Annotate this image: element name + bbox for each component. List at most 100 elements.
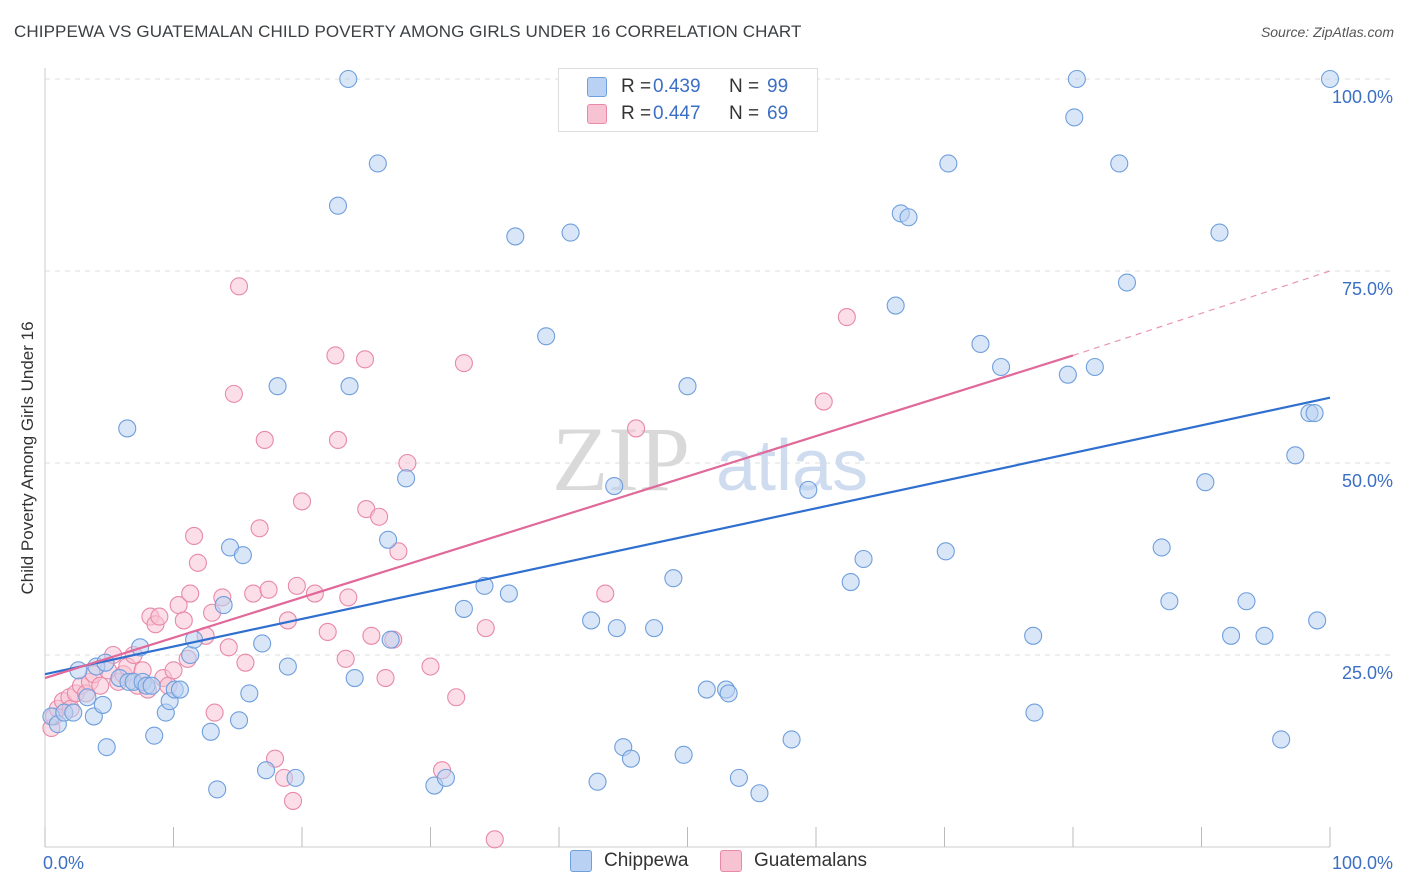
guatemalans-point: [259, 580, 278, 599]
chippewa-point: [1305, 404, 1324, 423]
guatemalans-points: [42, 277, 856, 849]
chippewa-point: [118, 419, 137, 438]
grid-layer: [44, 68, 1395, 848]
x-tick-label: 100.0%: [1332, 853, 1393, 873]
x-tick-label: 0.0%: [43, 853, 84, 873]
guatemalans-point: [370, 507, 389, 526]
guatemalans-point: [255, 430, 274, 450]
y-tick-label: 50.0%: [1342, 471, 1393, 491]
chippewa-point: [886, 296, 905, 315]
chippewa-point: [181, 645, 200, 665]
chippewa-point: [1237, 592, 1256, 611]
chippewa-point: [499, 584, 518, 603]
chippewa-point: [345, 668, 364, 688]
chippewa-point: [841, 572, 860, 592]
chippewa-point: [1110, 154, 1129, 173]
trend-layer: [44, 270, 1331, 680]
chippewa-point: [339, 69, 358, 89]
chippewa-point: [645, 619, 664, 638]
watermark-zip: ZIP: [552, 408, 690, 510]
chippewa-trend-line: [44, 396, 1331, 676]
legend-row-chippewa: R = 0.439 N = 99: [587, 74, 788, 100]
guatemalans-point: [837, 308, 856, 327]
legend-n-label: N =: [729, 76, 760, 97]
chippewa-point: [436, 768, 455, 787]
chippewa-point: [93, 695, 112, 714]
guatemalans-swatch: [587, 104, 607, 124]
chippewa-point: [799, 480, 818, 499]
guatemalans-point: [326, 346, 345, 365]
chippewa-point: [1152, 538, 1171, 557]
guatemalans-point: [236, 653, 255, 672]
chippewa-point: [379, 530, 398, 549]
bottom-legend-guatemalans: Guatemalans: [720, 850, 867, 872]
chippewa-point: [506, 227, 525, 246]
chippewa-point: [697, 680, 716, 699]
chart-source: Source: ZipAtlas.com: [1260, 24, 1394, 40]
chippewa-point: [1286, 446, 1305, 465]
guatemalans-point: [219, 638, 238, 657]
guatemalans-point: [229, 277, 249, 296]
chippewa-point: [607, 619, 626, 638]
guatemalans-point: [485, 830, 504, 849]
chippewa-point: [78, 688, 97, 707]
guatemalans-point: [476, 619, 495, 638]
guatemalans-point: [389, 542, 408, 561]
guatemalans-trend-extension: [1072, 270, 1331, 357]
chippewa-point: [1308, 611, 1327, 630]
chippewa-point: [1222, 626, 1241, 645]
guatemalans-point: [283, 791, 303, 810]
legend-r-value: 0.439: [653, 76, 701, 97]
guatemalans-point: [164, 661, 183, 680]
chippewa-point: [854, 549, 873, 569]
chippewa-point: [729, 768, 748, 787]
chippewa-point: [253, 634, 272, 653]
chippewa-points: [42, 69, 1340, 803]
chippewa-point: [782, 730, 801, 749]
guatemalans-point: [398, 453, 417, 473]
guatemalans-point: [627, 419, 646, 438]
guatemalans-point: [292, 492, 312, 511]
legend-r-value: 0.447: [653, 103, 701, 124]
chippewa-point: [145, 726, 164, 745]
chippewa-point: [537, 327, 556, 346]
chippewa-point: [1160, 592, 1179, 611]
chippewa-point: [1272, 730, 1291, 749]
guatemalans-point: [250, 519, 269, 538]
chippewa-point: [1117, 273, 1137, 292]
chippewa-point: [1196, 473, 1215, 492]
chippewa-point: [268, 377, 287, 396]
guatemalans-trend-line: [44, 354, 1074, 680]
y-tick-label: 25.0%: [1342, 663, 1393, 683]
guatemalans-label: Guatemalans: [754, 850, 868, 871]
chippewa-point: [170, 680, 189, 699]
chippewa-point: [64, 703, 83, 722]
guatemalans-point: [376, 668, 395, 688]
guatemalans-point: [328, 430, 348, 450]
chippewa-point: [214, 596, 233, 615]
guatemalans-point: [318, 622, 337, 642]
chippewa-point: [97, 738, 116, 757]
chippewa-point: [201, 722, 220, 741]
y-tick-label: 75.0%: [1342, 279, 1393, 299]
legend-n-value: 99: [767, 76, 789, 97]
legend-n-label: N =: [729, 103, 760, 124]
legend-n-value: 69: [767, 103, 789, 124]
chippewa-point: [381, 630, 400, 649]
chippewa-point: [1065, 108, 1084, 127]
chippewa-point: [939, 154, 958, 173]
guatemalans-point: [224, 384, 243, 403]
chippewa-point: [256, 761, 276, 780]
chippewa-point: [936, 542, 955, 561]
legend: R = 0.439 N = 99 R = 0.447 N = 69: [558, 68, 818, 132]
chippewa-point: [1210, 223, 1229, 242]
chart-title: CHIPPEWA VS GUATEMALAN CHILD POVERTY AMO…: [14, 22, 802, 41]
chippewa-point: [674, 745, 693, 764]
chippewa-point: [1058, 365, 1077, 384]
chippewa-point: [368, 154, 387, 173]
legend-r-label: R =: [621, 76, 652, 97]
guatemalans-point: [339, 588, 358, 607]
guatemalans-point: [421, 657, 440, 676]
guatemalans-swatch: [720, 850, 742, 872]
